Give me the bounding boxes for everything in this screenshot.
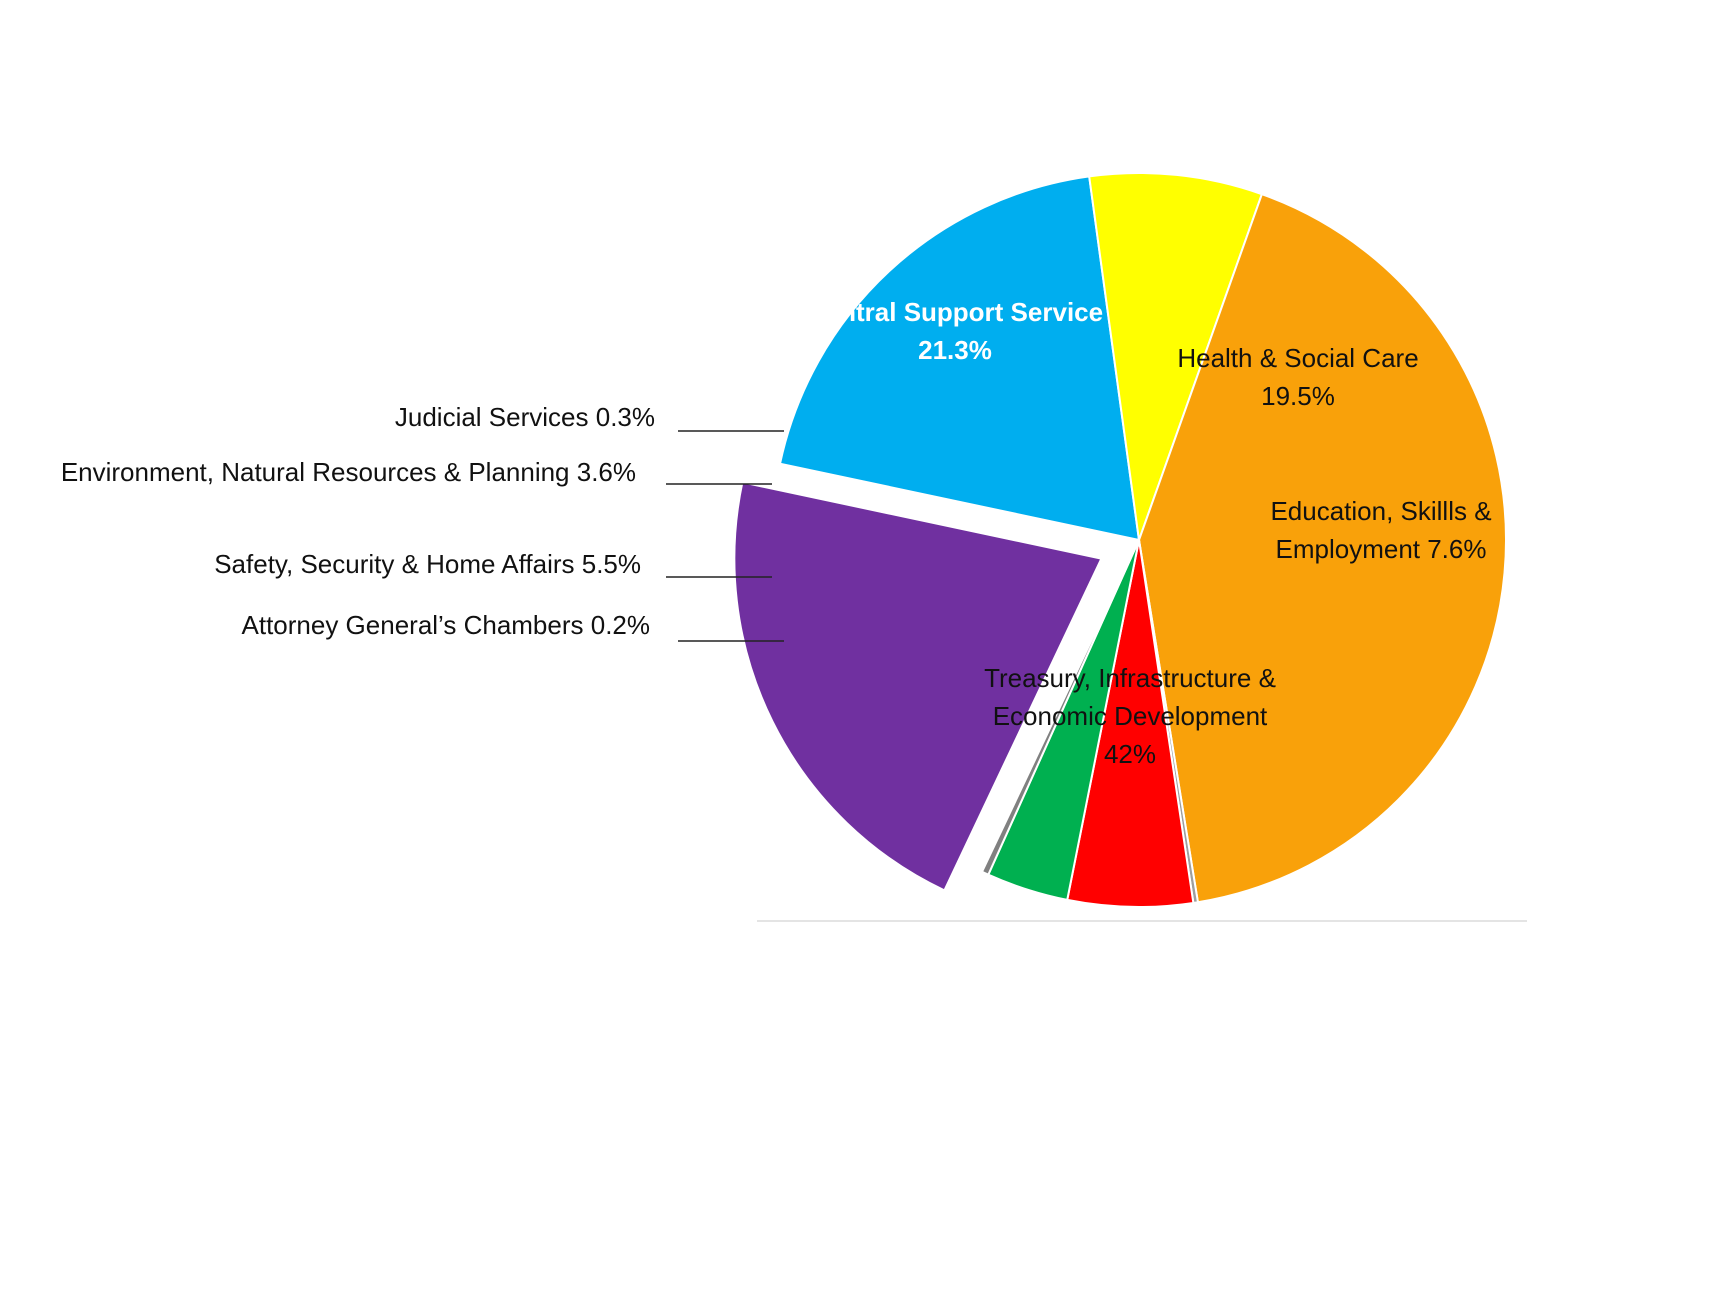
leader-lines	[666, 430, 784, 642]
pie-slice	[980, 539, 1140, 876]
slice-labels: Health & Social Care 19.5% Education, Skil…	[61, 297, 1492, 769]
pie-slice	[1137, 192, 1507, 904]
pie-slice	[778, 175, 1141, 542]
slice-label: Attorney General’s Chambers 0.2%	[242, 610, 651, 640]
pie-slice	[733, 481, 1103, 892]
slice-label: Environment, Natural Resources & Plannin…	[61, 457, 636, 487]
slice-label: Central Support Service 21.3%	[807, 297, 1103, 365]
slice-label: Safety, Security & Home Affairs 5.5%	[214, 549, 641, 579]
slice-label: Treasury, Infrastructure & Economic Devel…	[984, 663, 1276, 769]
pie-slice	[1088, 172, 1264, 541]
slice-label: Education, Skillls & Employment 7.6%	[1270, 496, 1491, 564]
slice-label: Health & Social Care 19.5%	[1177, 343, 1418, 411]
pie-slices	[733, 172, 1507, 908]
slice-label: Judicial Services 0.3%	[395, 402, 655, 432]
